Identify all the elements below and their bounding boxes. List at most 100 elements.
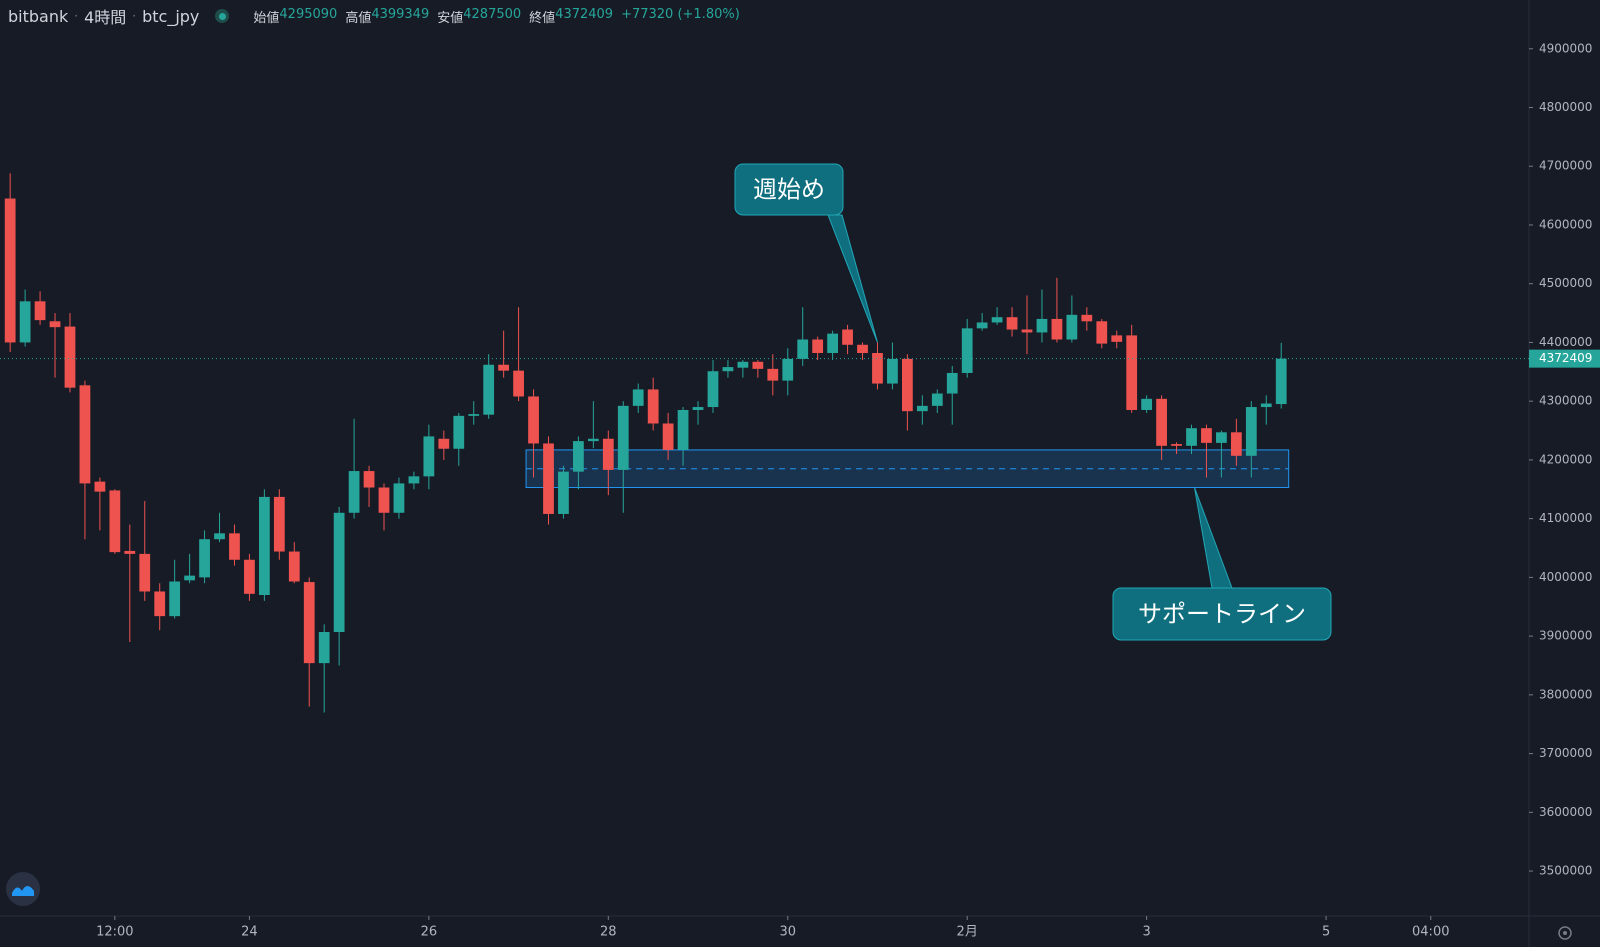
symbol-header: bitbank · 4時間 · btc_jpy 始値 4295090 高値 439934… [8, 4, 740, 28]
y-tick-label: 4800000 [1539, 100, 1592, 114]
logo-mark[interactable] [12, 886, 34, 896]
candle-body [901, 358, 913, 412]
candle-body [752, 361, 764, 369]
separator: · [132, 9, 137, 23]
candle-body [528, 396, 539, 444]
candle-body [1096, 321, 1108, 344]
candle-body [288, 551, 300, 582]
candle-body [318, 632, 330, 664]
x-tick-label: 24 [241, 925, 258, 940]
interval: 4時間 [84, 8, 127, 27]
candle-body [333, 512, 345, 633]
candle-body [692, 407, 704, 410]
candle-body [139, 553, 151, 592]
x-tick-label: 2月 [957, 925, 978, 940]
candle-body [558, 471, 569, 514]
candle-body [931, 393, 943, 406]
price-tag-label: 4372409 [1539, 351, 1592, 365]
candle-body [617, 405, 629, 470]
y-tick-label: 4100000 [1539, 511, 1592, 525]
candle-body [169, 581, 181, 617]
candle-body [737, 361, 749, 368]
candle-body [423, 436, 435, 477]
y-tick-label: 3600000 [1539, 805, 1592, 819]
candle-body [573, 441, 584, 472]
candle-body [1051, 318, 1063, 340]
open-value: 4295090 [279, 6, 338, 22]
candle-body [632, 389, 644, 406]
annotation: サポートライン [1112, 487, 1332, 641]
candle-body [782, 358, 794, 381]
candle-body [453, 415, 465, 449]
candle-body [49, 321, 61, 328]
annotation-box [1112, 587, 1332, 641]
x-tick-label: 12:00 [96, 925, 133, 940]
candle-body [1171, 444, 1182, 446]
candle-body [887, 358, 898, 384]
candle-body [229, 533, 240, 560]
y-tick-label: 4900000 [1539, 41, 1592, 55]
candle-body [363, 471, 375, 488]
candle-body [214, 533, 225, 540]
symbol: btc_jpy [142, 6, 200, 26]
open-label: 始値 [253, 10, 280, 26]
gear-hub[interactable] [1563, 931, 1567, 935]
separator: · [74, 9, 79, 23]
candle-body [872, 353, 883, 384]
candle-body [273, 496, 285, 552]
candle-body [1216, 432, 1227, 443]
y-tick-label: 4500000 [1539, 276, 1592, 290]
x-tick-label: 04:00 [1412, 925, 1449, 940]
candle-body [348, 471, 360, 513]
candle-body [438, 438, 450, 449]
candle-body [543, 443, 554, 514]
candle-body [827, 333, 838, 354]
candle-body [124, 550, 136, 554]
annotation-box [734, 163, 844, 216]
candle-body [1006, 317, 1018, 330]
candle-body [1245, 407, 1257, 456]
candle-body [513, 370, 524, 397]
candle-body [1260, 403, 1272, 408]
y-tick-label: 3900000 [1539, 629, 1592, 643]
candle-body [303, 582, 315, 664]
low-label: 安値 [437, 10, 464, 26]
price-tag [1529, 349, 1600, 368]
candle-body [258, 496, 270, 596]
candle-body [677, 409, 689, 450]
candle-body [767, 368, 779, 381]
ohlc: 始値 4295090 高値 4399349 安値 4287500 終値 4372409 … [245, 7, 739, 26]
candle-body [1126, 335, 1138, 410]
candle-body [199, 539, 210, 578]
candle-body [842, 329, 853, 345]
x-tick-label: 26 [421, 925, 438, 940]
candle-body [109, 490, 121, 553]
candle-body [946, 372, 958, 394]
candle-body [797, 339, 809, 359]
gear[interactable] [1558, 926, 1572, 940]
settings-icon[interactable] [1558, 926, 1572, 940]
candle-body [34, 301, 46, 321]
candle-body [408, 476, 420, 484]
y-tick-label: 4300000 [1539, 394, 1592, 408]
low-value: 4287500 [463, 6, 522, 22]
candle-body [154, 591, 166, 617]
high-value: 4399349 [371, 6, 430, 22]
candle-body [1230, 432, 1242, 456]
exchange: bitbank [8, 6, 69, 26]
candle-body [1111, 335, 1123, 342]
candle-body [1201, 428, 1212, 443]
change: +77320 (+1.80%) [621, 6, 740, 22]
candle-body [244, 559, 255, 594]
candle-body [1141, 398, 1153, 410]
candle-body [378, 487, 390, 513]
logo[interactable] [6, 872, 40, 906]
logo-circle[interactable] [6, 872, 40, 906]
close-value: 4372409 [555, 6, 614, 22]
annotation: 週始め [734, 163, 878, 343]
x-tick-label: 5 [1322, 925, 1330, 940]
candle-body [857, 344, 868, 354]
candle-body [647, 389, 659, 424]
